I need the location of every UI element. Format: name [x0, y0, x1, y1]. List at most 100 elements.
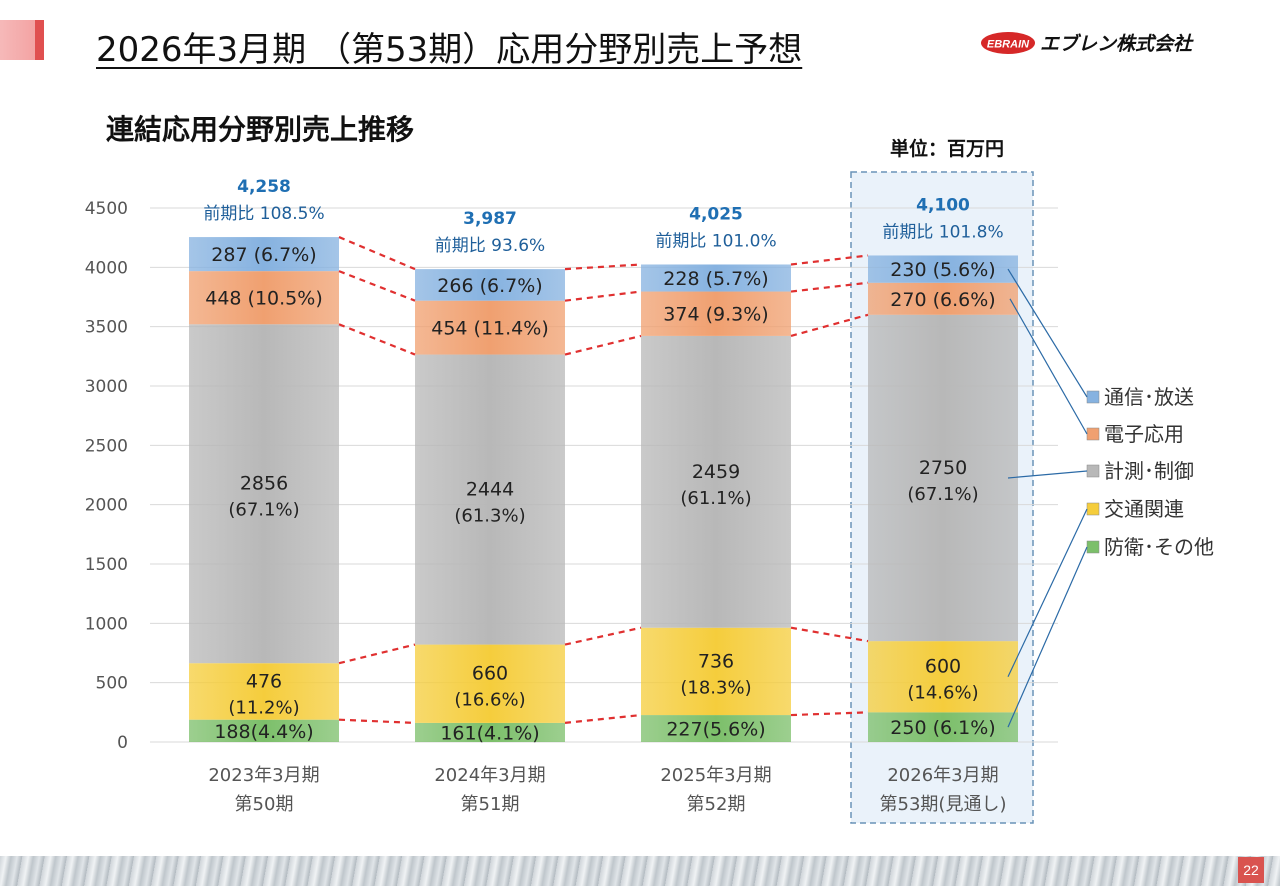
x-category-sublabel: 第51期	[461, 794, 520, 815]
legend-swatch	[1086, 427, 1100, 441]
total-label: 4,025	[689, 204, 743, 224]
bar-segment	[641, 291, 791, 336]
yoy-label: 前期比 108.5%	[203, 204, 324, 224]
segment-label: 270 (6.6%)	[890, 289, 995, 311]
stacked-bar-chart: 0 500 1000 1500 2000 2500 3000 3500 4000 4500 188(…	[85, 171, 1214, 824]
segment-value-label: 660	[472, 663, 508, 685]
legend-swatch	[1086, 464, 1100, 478]
connector-line	[564, 290, 642, 302]
x-category-sublabel: 第52期	[687, 794, 746, 815]
bar-segment	[868, 282, 1018, 315]
legend-leader-line	[1007, 268, 1088, 398]
footer-band	[0, 856, 1280, 886]
bar-segment	[641, 715, 791, 742]
chart-subtitle: 連結応用分野別売上推移	[106, 113, 415, 146]
bar-segment	[868, 712, 1018, 742]
title-accent-bar	[0, 20, 44, 60]
connector-line	[790, 626, 869, 643]
y-tick-label: 1500	[85, 555, 128, 575]
bar-segment	[641, 627, 791, 716]
connector-line	[564, 334, 642, 356]
segment-value-label: 2444	[466, 479, 514, 501]
segment-pct-label: (67.1%)	[228, 500, 299, 521]
segment-pct-label: (11.2%)	[228, 697, 299, 718]
segment-pct-label: (16.6%)	[454, 690, 525, 711]
legend-leader-line	[1007, 546, 1088, 728]
segment-value-label: 600	[925, 656, 961, 678]
total-label: 4,258	[237, 177, 291, 197]
legend-leader-line	[1007, 470, 1088, 479]
yoy-label: 前期比 101.0%	[655, 231, 776, 251]
bar-segment	[641, 335, 791, 628]
logo-company-name: エブレン株式会社	[1040, 33, 1194, 55]
segment-label: 266 (6.7%)	[437, 275, 542, 297]
legend-leader-line	[1007, 508, 1088, 677]
segment-pct-label: (67.1%)	[907, 484, 978, 505]
yoy-label: 前期比 93.6%	[435, 236, 545, 256]
bar-segment	[189, 237, 339, 272]
segment-label: 448 (10.5%)	[205, 288, 323, 310]
connector-line	[790, 711, 869, 717]
segment-label: 188(4.4%)	[214, 721, 313, 743]
x-category-label: 2023年3月期	[208, 765, 319, 786]
yoy-label: 前期比 101.8%	[882, 222, 1003, 242]
segment-label: 250 (6.1%)	[890, 717, 995, 739]
company-logo: EBRAIN エブレン株式会社	[981, 32, 1194, 55]
legend-label: 通信･放送	[1104, 385, 1194, 409]
total-label: 4,100	[916, 195, 970, 215]
segment-value-label: 736	[698, 650, 734, 672]
y-tick-label: 2000	[85, 496, 128, 516]
page-title: 2026年3月期 （第53期）応用分野別売上予想	[96, 30, 803, 70]
y-tick-label: 4500	[85, 199, 128, 219]
legend-swatch	[1086, 390, 1100, 404]
segment-value-label: 2856	[240, 473, 288, 495]
segment-value-label: 2750	[919, 457, 967, 479]
segment-pct-label: (14.6%)	[907, 683, 978, 704]
segment-label: 374 (9.3%)	[663, 304, 768, 326]
x-category-label: 2025年3月期	[660, 765, 771, 786]
segment-label: 287 (6.7%)	[211, 244, 316, 266]
logo-mark-text: EBRAIN	[987, 39, 1030, 51]
segment-pct-label: (61.1%)	[680, 488, 751, 509]
bar-segment	[189, 271, 339, 325]
connector-line	[338, 236, 416, 271]
x-category-label: 2026年3月期	[887, 765, 998, 786]
bar-segment	[415, 722, 565, 742]
segment-value-label: 2459	[692, 461, 740, 483]
x-category-sublabel: 第50期	[235, 794, 294, 815]
connector-line	[790, 281, 869, 293]
connector-line	[564, 626, 642, 646]
segment-label: 230 (5.6%)	[890, 259, 995, 281]
unit-label: 単位：百万円	[890, 138, 1005, 160]
bar-segment	[868, 314, 1018, 642]
bar-segment	[868, 255, 1018, 283]
connector-line	[338, 323, 416, 356]
connector-line	[338, 718, 416, 724]
y-tick-label: 0	[117, 733, 128, 753]
page-number: 22	[1238, 857, 1264, 883]
connector-line	[564, 263, 642, 271]
bar-segment	[189, 663, 339, 720]
y-tick-label: 3000	[85, 377, 128, 397]
y-tick-label: 2500	[85, 436, 128, 456]
legend-swatch	[1086, 540, 1100, 554]
y-tick-label: 1000	[85, 614, 128, 634]
segment-label: 227(5.6%)	[666, 719, 765, 741]
segment-value-label: 476	[246, 670, 282, 692]
total-label: 3,987	[463, 209, 517, 229]
legend-label: 電子応用	[1104, 422, 1184, 446]
logo-mark-oval	[981, 32, 1035, 54]
connector-line	[790, 254, 869, 266]
legend-label: 交通関連	[1104, 497, 1184, 521]
bar-segment	[189, 324, 339, 664]
segment-pct-label: (18.3%)	[680, 677, 751, 698]
x-category-label: 2024年3月期	[434, 765, 545, 786]
segment-label: 228 (5.7%)	[663, 268, 768, 290]
segment-label: 161(4.1%)	[440, 722, 539, 744]
x-category-sublabel: 第53期(見通し)	[880, 794, 1007, 815]
bar-segment	[415, 300, 565, 355]
legend-label: 計測･制御	[1104, 459, 1194, 483]
legend-leader-line	[1009, 298, 1088, 435]
bar-segment	[415, 269, 565, 301]
bar-segment	[189, 719, 339, 742]
